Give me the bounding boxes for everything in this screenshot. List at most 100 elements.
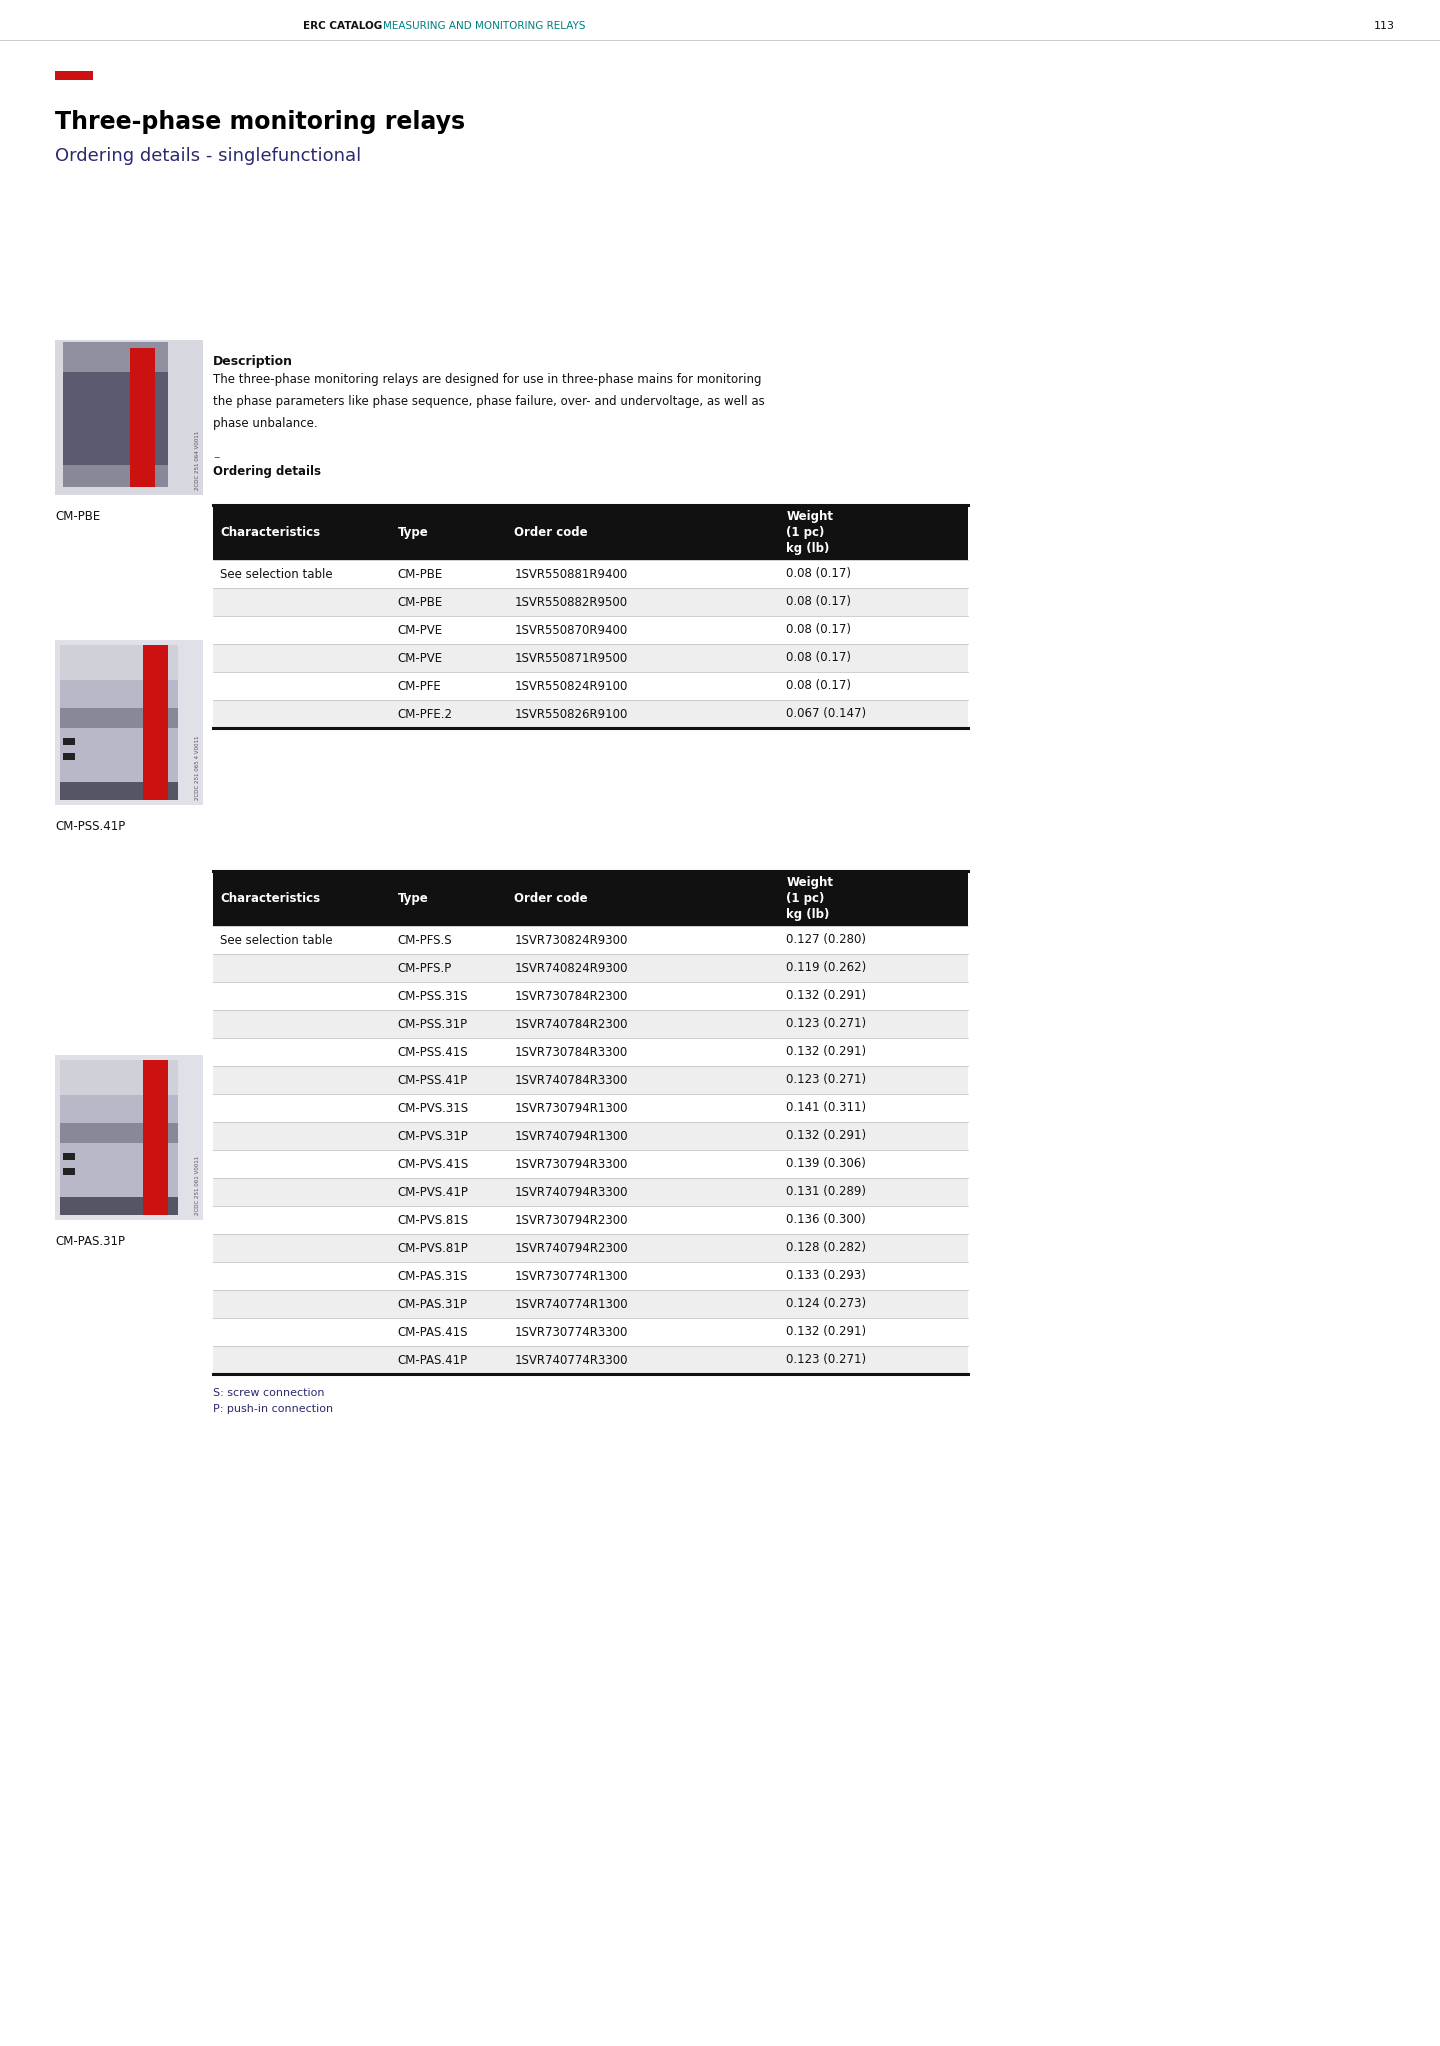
Bar bbox=[55, 1056, 203, 1219]
Bar bbox=[55, 72, 94, 80]
Text: CM-PFE: CM-PFE bbox=[397, 679, 441, 692]
Bar bbox=[60, 1197, 179, 1215]
Text: CM-PVS.31P: CM-PVS.31P bbox=[397, 1129, 468, 1142]
Text: Type: Type bbox=[397, 526, 428, 538]
Text: 1SVR730794R1300: 1SVR730794R1300 bbox=[514, 1101, 628, 1115]
Bar bbox=[213, 982, 968, 1011]
Bar bbox=[55, 640, 203, 804]
Text: 2CDC 251 065 4 V0011: 2CDC 251 065 4 V0011 bbox=[194, 735, 200, 800]
Text: CM-PSS.31S: CM-PSS.31S bbox=[397, 990, 468, 1003]
Text: 0.08 (0.17): 0.08 (0.17) bbox=[786, 567, 851, 581]
Text: CM-PAS.41P: CM-PAS.41P bbox=[397, 1354, 468, 1367]
Text: 1SVR550881R9400: 1SVR550881R9400 bbox=[514, 567, 628, 581]
Text: 1SVR550870R9400: 1SVR550870R9400 bbox=[514, 624, 628, 636]
Bar bbox=[213, 1346, 968, 1375]
Text: 1SVR740794R2300: 1SVR740794R2300 bbox=[514, 1242, 628, 1254]
Text: 2CDC 251 064 V0011: 2CDC 251 064 V0011 bbox=[194, 432, 200, 489]
Text: 0.132 (0.291): 0.132 (0.291) bbox=[786, 1129, 867, 1142]
Bar bbox=[213, 1178, 968, 1205]
Bar bbox=[213, 1121, 968, 1150]
Text: 1SVR730774R1300: 1SVR730774R1300 bbox=[514, 1269, 628, 1283]
Bar bbox=[213, 644, 968, 671]
Text: MEASURING AND MONITORING RELAYS: MEASURING AND MONITORING RELAYS bbox=[383, 20, 586, 31]
Text: P: push-in connection: P: push-in connection bbox=[213, 1404, 333, 1414]
Text: CM-PAS.41S: CM-PAS.41S bbox=[397, 1326, 468, 1338]
Text: 0.131 (0.289): 0.131 (0.289) bbox=[786, 1185, 867, 1199]
Bar bbox=[213, 1289, 968, 1318]
Text: 0.124 (0.273): 0.124 (0.273) bbox=[786, 1297, 867, 1311]
Bar bbox=[213, 1262, 968, 1289]
Text: CM-PVS.41P: CM-PVS.41P bbox=[397, 1185, 468, 1199]
Text: 1SVR740774R1300: 1SVR740774R1300 bbox=[514, 1297, 628, 1311]
Bar bbox=[213, 587, 968, 616]
Bar bbox=[60, 1060, 179, 1095]
Text: CM-PAS.31P: CM-PAS.31P bbox=[397, 1297, 468, 1311]
Text: CM-PVS.31S: CM-PVS.31S bbox=[397, 1101, 468, 1115]
Text: CM-PFE.2: CM-PFE.2 bbox=[397, 708, 452, 720]
Bar bbox=[213, 505, 968, 561]
Bar bbox=[213, 671, 968, 700]
Text: CM-PSS.31P: CM-PSS.31P bbox=[397, 1017, 468, 1031]
Bar bbox=[63, 464, 168, 487]
Bar bbox=[213, 1234, 968, 1262]
Text: 0.067 (0.147): 0.067 (0.147) bbox=[786, 708, 867, 720]
Text: phase unbalance.: phase unbalance. bbox=[213, 417, 318, 430]
Text: ERC CATALOG: ERC CATALOG bbox=[302, 20, 382, 31]
Text: CM-PAS.31S: CM-PAS.31S bbox=[397, 1269, 468, 1283]
Text: 0.119 (0.262): 0.119 (0.262) bbox=[786, 962, 867, 974]
Text: 1SVR730784R2300: 1SVR730784R2300 bbox=[514, 990, 628, 1003]
Text: 0.132 (0.291): 0.132 (0.291) bbox=[786, 1326, 867, 1338]
Text: 0.132 (0.291): 0.132 (0.291) bbox=[786, 990, 867, 1003]
Bar bbox=[60, 644, 179, 679]
Text: 1SVR730774R3300: 1SVR730774R3300 bbox=[514, 1326, 628, 1338]
Text: 0.123 (0.271): 0.123 (0.271) bbox=[786, 1074, 867, 1086]
Bar bbox=[60, 708, 179, 728]
Text: 0.127 (0.280): 0.127 (0.280) bbox=[786, 933, 867, 947]
Text: CM-PVE: CM-PVE bbox=[397, 651, 442, 665]
Text: See selection table: See selection table bbox=[220, 567, 333, 581]
Bar bbox=[55, 340, 203, 495]
Text: 1SVR740794R1300: 1SVR740794R1300 bbox=[514, 1129, 628, 1142]
Bar bbox=[213, 1150, 968, 1178]
Text: 0.132 (0.291): 0.132 (0.291) bbox=[786, 1046, 867, 1058]
Text: 0.08 (0.17): 0.08 (0.17) bbox=[786, 624, 851, 636]
Bar bbox=[63, 348, 168, 487]
Text: –: – bbox=[213, 450, 219, 464]
Text: Ordering details - singlefunctional: Ordering details - singlefunctional bbox=[55, 147, 361, 166]
Text: Characteristics: Characteristics bbox=[220, 526, 320, 538]
Text: 1SVR550826R9100: 1SVR550826R9100 bbox=[514, 708, 628, 720]
Text: Three-phase monitoring relays: Three-phase monitoring relays bbox=[55, 110, 465, 133]
Text: CM-PVS.81P: CM-PVS.81P bbox=[397, 1242, 468, 1254]
Bar bbox=[63, 739, 75, 745]
Text: See selection table: See selection table bbox=[220, 933, 333, 947]
Bar bbox=[213, 1318, 968, 1346]
Text: The three-phase monitoring relays are designed for use in three-phase mains for : The three-phase monitoring relays are de… bbox=[213, 372, 762, 387]
Text: the phase parameters like phase sequence, phase failure, over- and undervoltage,: the phase parameters like phase sequence… bbox=[213, 395, 765, 407]
Text: CM-PFS.S: CM-PFS.S bbox=[397, 933, 452, 947]
Text: 1SVR730824R9300: 1SVR730824R9300 bbox=[514, 933, 628, 947]
Text: 0.123 (0.271): 0.123 (0.271) bbox=[786, 1017, 867, 1031]
Bar bbox=[60, 644, 179, 800]
Text: 1SVR740784R2300: 1SVR740784R2300 bbox=[514, 1017, 628, 1031]
Text: CM-PVE: CM-PVE bbox=[397, 624, 442, 636]
Text: CM-PSS.41P: CM-PSS.41P bbox=[55, 820, 125, 833]
Text: CM-PSS.41P: CM-PSS.41P bbox=[397, 1074, 468, 1086]
Text: CM-PSS.41S: CM-PSS.41S bbox=[397, 1046, 468, 1058]
Text: Ordering details: Ordering details bbox=[213, 464, 321, 479]
Text: 0.08 (0.17): 0.08 (0.17) bbox=[786, 651, 851, 665]
Text: CM-PBE: CM-PBE bbox=[55, 509, 101, 524]
Bar bbox=[213, 700, 968, 728]
Bar bbox=[60, 782, 179, 800]
Bar bbox=[63, 753, 75, 759]
Bar bbox=[213, 1205, 968, 1234]
Text: Description: Description bbox=[213, 356, 292, 368]
Bar bbox=[63, 342, 168, 372]
Text: CM-PVS.81S: CM-PVS.81S bbox=[397, 1213, 468, 1226]
Text: 0.128 (0.282): 0.128 (0.282) bbox=[786, 1242, 867, 1254]
Text: 1SVR730784R3300: 1SVR730784R3300 bbox=[514, 1046, 628, 1058]
Text: 1SVR740784R3300: 1SVR740784R3300 bbox=[514, 1074, 628, 1086]
Bar bbox=[213, 1037, 968, 1066]
Bar bbox=[213, 953, 968, 982]
Text: 1SVR550824R9100: 1SVR550824R9100 bbox=[514, 679, 628, 692]
Bar bbox=[213, 561, 968, 587]
